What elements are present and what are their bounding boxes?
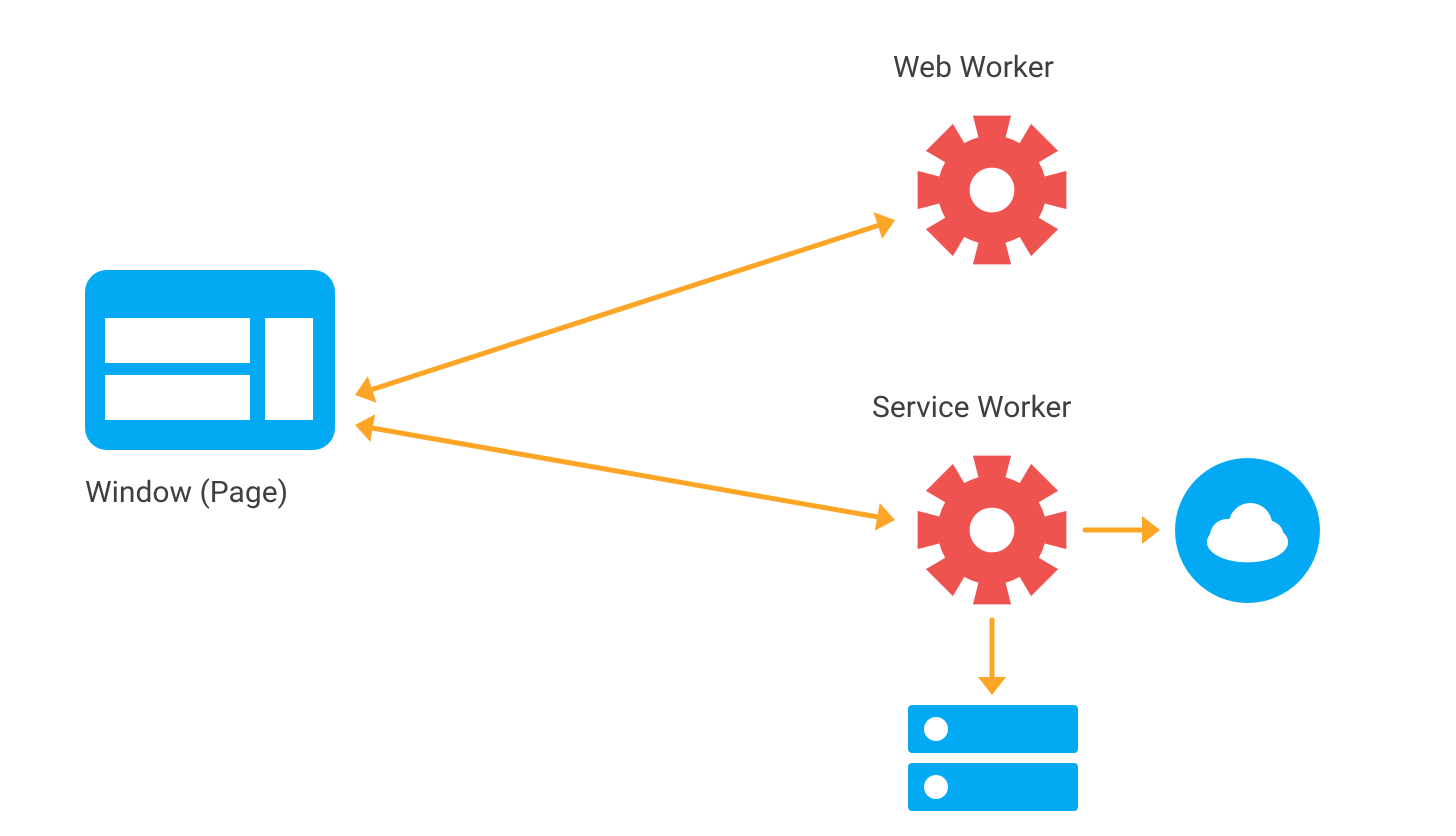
cloud-icon xyxy=(1175,458,1320,603)
service-worker-label: Service Worker xyxy=(872,390,1071,425)
gear-icon xyxy=(912,110,1072,270)
server-stack-icon xyxy=(908,705,1078,811)
diagram-canvas: Window (Page) Web Worker Service Worker xyxy=(0,0,1456,836)
gear-icon xyxy=(912,450,1072,610)
window-label: Window (Page) xyxy=(85,475,288,510)
browser-window-icon xyxy=(85,270,335,450)
web-worker-label: Web Worker xyxy=(893,50,1054,85)
